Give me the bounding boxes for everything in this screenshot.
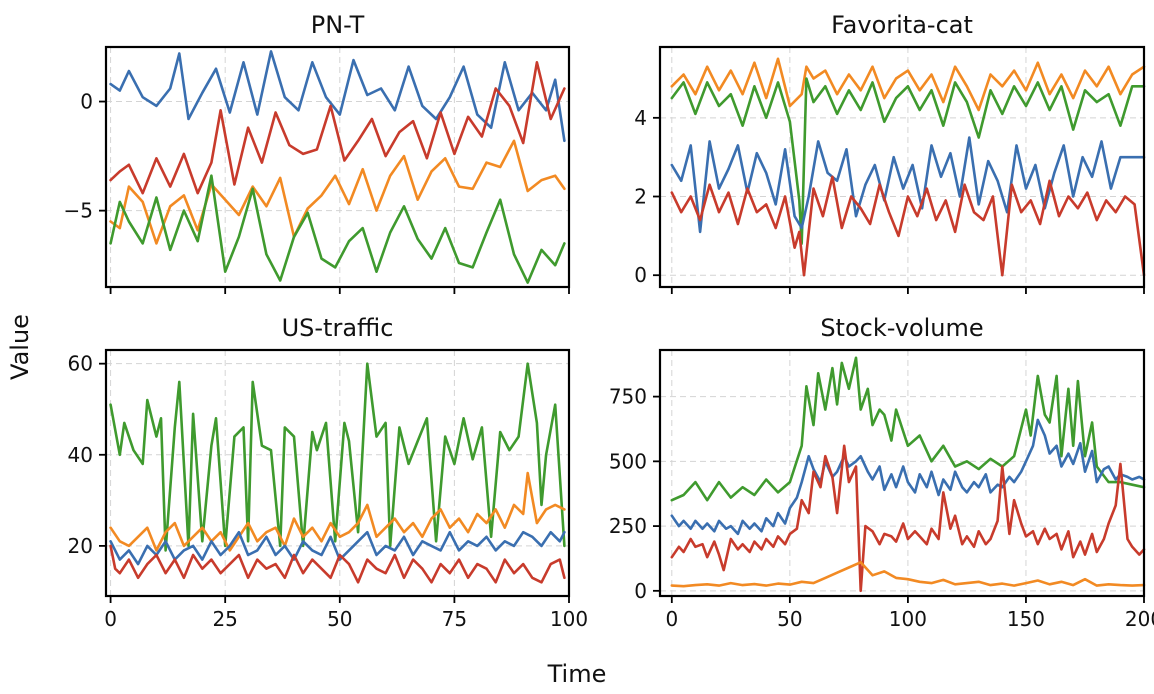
pn-t-title: PN-T (311, 11, 365, 39)
favorita-cat-series-green (670, 77, 1146, 245)
stock-volume-xtick-label-4: 200 (1125, 607, 1154, 631)
us-traffic-xtick-label-4: 100 (550, 607, 588, 631)
pn-t-frame (104, 45, 571, 289)
stock-volume-ytick-label-2: 500 (609, 449, 647, 473)
stock-volume-xtick-label-2: 100 (889, 607, 927, 631)
stock-volume-xtick-label-1: 50 (777, 607, 802, 631)
us-traffic-xtick-label-1: 25 (212, 607, 237, 631)
us-traffic-series-blue (109, 530, 566, 566)
us-traffic-ytick-label-2: 60 (68, 352, 93, 376)
stock-volume-ytick-label-3: 750 (609, 385, 647, 409)
panel-favorita-cat: 0 2 4 Favorita-cat (634, 11, 1146, 294)
favorita-cat-title: Favorita-cat (831, 11, 973, 39)
panel-us-traffic: 0 25 50 75 100 20 40 60 US-traffic (68, 314, 589, 631)
panel-stock-volume: 0 50 100 150 200 0 250 500 750 Stock-volume (609, 314, 1154, 631)
stock-volume-xtick-label-0: 0 (665, 607, 678, 631)
pn-t-series-orange (109, 139, 566, 245)
pn-t-ytick-label-1: −5 (64, 199, 93, 223)
us-traffic-ytick-label-0: 20 (68, 534, 93, 558)
us-traffic-xtick-label-0: 0 (104, 607, 117, 631)
us-traffic-frame (104, 348, 571, 598)
stock-volume-xtick-label-3: 150 (1007, 607, 1045, 631)
stock-volume-series-green (670, 356, 1146, 502)
favorita-cat-ytick-label-2: 4 (634, 106, 647, 130)
stock-volume-series-orange (670, 560, 1146, 588)
us-traffic-xtick-label-2: 50 (327, 607, 352, 631)
favorita-cat-series-red (670, 175, 1146, 277)
us-traffic-title: US-traffic (282, 314, 394, 342)
x-axis-label: Time (547, 660, 607, 688)
stock-volume-frame (658, 348, 1146, 598)
stock-volume-title: Stock-volume (820, 314, 983, 342)
favorita-cat-series-blue (670, 136, 1146, 234)
stock-volume-ytick-label-0: 0 (634, 579, 647, 603)
stock-volume-series-blue (670, 418, 1146, 536)
us-traffic-series-green (109, 362, 566, 552)
us-traffic-ytick-label-1: 40 (68, 443, 93, 467)
stock-volume-ytick-label-1: 250 (609, 514, 647, 538)
y-axis-label: Value (6, 314, 34, 380)
favorita-cat-frame (658, 45, 1146, 289)
us-traffic-series-red (109, 544, 566, 584)
panel-pn-t: 0 −5 PN-T (64, 11, 571, 294)
pn-t-series-green (109, 174, 566, 284)
stock-volume-series-red (670, 444, 1146, 593)
pn-t-series-blue (109, 50, 566, 143)
us-traffic-series-orange (109, 471, 566, 552)
pn-t-ytick-label-0: 0 (80, 90, 93, 114)
pn-t-series-red (109, 60, 566, 195)
favorita-cat-ytick-label-1: 2 (634, 185, 647, 209)
favorita-cat-ytick-label-0: 0 (634, 263, 647, 287)
us-traffic-xtick-label-3: 75 (442, 607, 467, 631)
favorita-cat-series-orange (670, 57, 1146, 112)
